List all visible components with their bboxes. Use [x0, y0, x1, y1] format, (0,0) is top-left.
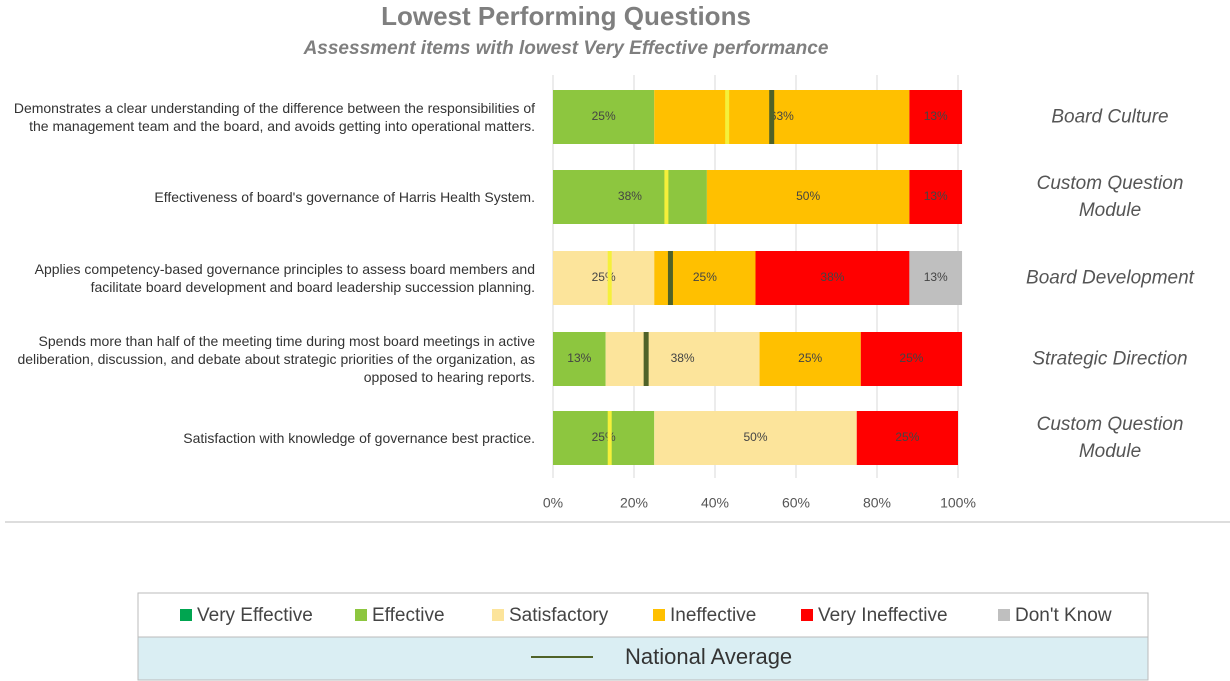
x-tick-label: 100% [940, 495, 976, 511]
legend-box [137, 592, 1149, 638]
national-average [643, 332, 649, 386]
value-label: 38% [671, 351, 695, 365]
value-label: 25% [899, 351, 923, 365]
bar-segment [605, 332, 760, 386]
value-label: 25% [798, 351, 822, 365]
legend-reference-box [137, 636, 1149, 681]
chart-title: Lowest Performing Questions [381, 1, 751, 31]
x-tick-label: 40% [701, 495, 729, 511]
value-label: 13% [924, 270, 948, 284]
chart-subtitle: Assessment items with lowest Very Effect… [303, 38, 829, 59]
group-label: Custom Question Module [1036, 173, 1184, 221]
value-label: 13% [924, 189, 948, 203]
bar-segment [755, 251, 910, 305]
x-tick-label: 20% [620, 495, 648, 511]
value-label: 25% [592, 270, 616, 284]
bar-segment [553, 170, 707, 224]
legend-swatch [653, 609, 665, 621]
group-label: Custom Question Module [1036, 414, 1184, 462]
value-label: 25% [592, 430, 616, 444]
group-label: Strategic Direction [1032, 348, 1188, 370]
bar-segment [860, 332, 963, 386]
group-label: Board Culture [1051, 106, 1169, 128]
bar-segment [909, 170, 963, 224]
value-label: 25% [693, 270, 717, 284]
value-label: 50% [796, 189, 820, 203]
legend-swatch [492, 609, 504, 621]
bar-segment [553, 411, 655, 465]
value-label: 50% [743, 430, 767, 444]
legend-label: Very Ineffective [818, 605, 948, 626]
bar-segment [909, 251, 963, 305]
value-label: 63% [770, 109, 794, 123]
legend-swatch [180, 609, 192, 621]
legend-label: Very Effective [197, 605, 313, 626]
national-average [667, 251, 673, 305]
value-label: 25% [895, 430, 919, 444]
bar-segment [553, 90, 655, 144]
legend-label: Ineffective [670, 605, 756, 626]
marker [607, 411, 612, 465]
x-tick-label: 80% [863, 495, 891, 511]
value-label: 38% [618, 189, 642, 203]
national-average [769, 90, 775, 144]
value-label: 13% [924, 109, 948, 123]
bar-segment [706, 170, 910, 224]
marker [664, 170, 669, 224]
marker [725, 90, 730, 144]
bar-segment [553, 251, 655, 305]
legend-label: Don't Know [1015, 605, 1112, 626]
legend-label: Satisfactory [509, 605, 609, 626]
category-label: Effectiveness of board's governance of H… [154, 189, 535, 205]
bar-segment [654, 90, 910, 144]
value-label: 38% [820, 270, 844, 284]
value-label: 13% [567, 351, 591, 365]
legend-swatch [801, 609, 813, 621]
category-label: Applies competency-based governance prin… [34, 261, 535, 295]
bar-segment [654, 411, 857, 465]
marker [607, 251, 612, 305]
bar-segment [909, 90, 963, 144]
group-label: Board Development [1026, 267, 1194, 289]
legend-swatch [998, 609, 1010, 621]
category-label: Demonstrates a clear understanding of th… [13, 100, 535, 134]
category-label: Spends more than half of the meeting tim… [17, 333, 535, 385]
bar-segment [553, 332, 606, 386]
legend-label: Effective [372, 605, 445, 626]
category-label: Satisfaction with knowledge of governanc… [183, 430, 535, 446]
bar-segment [856, 411, 958, 465]
legend-swatch [355, 609, 367, 621]
value-label: 25% [592, 109, 616, 123]
legend-reference-label: National Average [625, 644, 792, 669]
bar-segment [759, 332, 861, 386]
x-tick-label: 60% [782, 495, 810, 511]
x-tick-label: 0% [543, 495, 563, 511]
